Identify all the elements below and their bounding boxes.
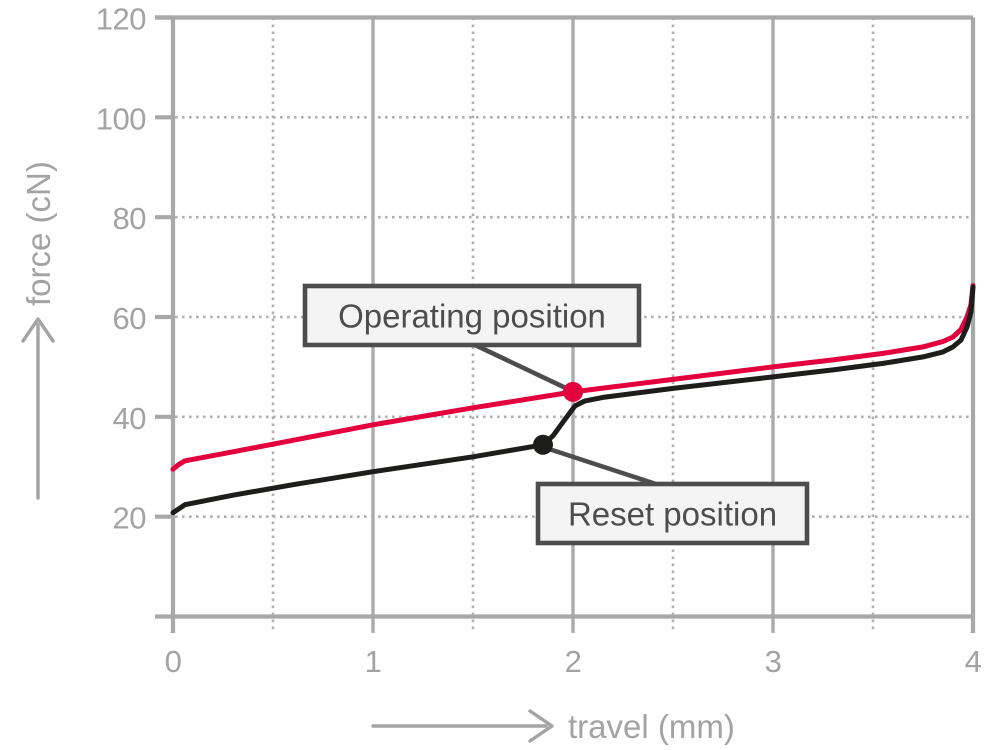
x-tick-label: 3 [765, 644, 782, 679]
x-tick-label: 1 [365, 644, 382, 679]
x-tick-label: 4 [965, 644, 982, 679]
x-axis-label-group: travel (mm) [371, 708, 735, 745]
y-axis-arrow-icon [21, 317, 55, 500]
upstroke-curve [170, 284, 976, 516]
y-tick-label: 40 [113, 401, 147, 436]
reset-leader-line [545, 445, 666, 490]
annotation-layer: Operating position Reset position [302, 283, 810, 546]
x-tick-label: 2 [565, 644, 582, 679]
y-tick-label: 20 [113, 501, 147, 536]
y-tick-label: 60 [113, 301, 147, 336]
operating-leader-line [474, 342, 571, 393]
reset-label-box [535, 481, 810, 546]
y-tick-label: 80 [113, 201, 147, 236]
y-axis-label-group: force (cN) [20, 161, 57, 500]
grid-layer: 20 40 60 80 100 120 0 1 2 3 4 [96, 2, 982, 680]
y-axis-label: force (cN) [20, 161, 57, 306]
downstroke-curve [170, 283, 976, 472]
operating-position-marker [563, 381, 583, 402]
operating-label-box [302, 283, 642, 348]
y-tick-label: 120 [96, 2, 146, 37]
x-axis-arrow-icon [371, 709, 554, 743]
series-layer [170, 283, 976, 516]
reset-label-text: Reset position [568, 496, 777, 533]
y-tick-label: 100 [96, 101, 146, 136]
reset-position-marker [533, 434, 553, 455]
operating-label-text: Operating position [338, 298, 606, 335]
x-axis-label: travel (mm) [568, 708, 735, 745]
x-tick-label: 0 [165, 644, 182, 679]
